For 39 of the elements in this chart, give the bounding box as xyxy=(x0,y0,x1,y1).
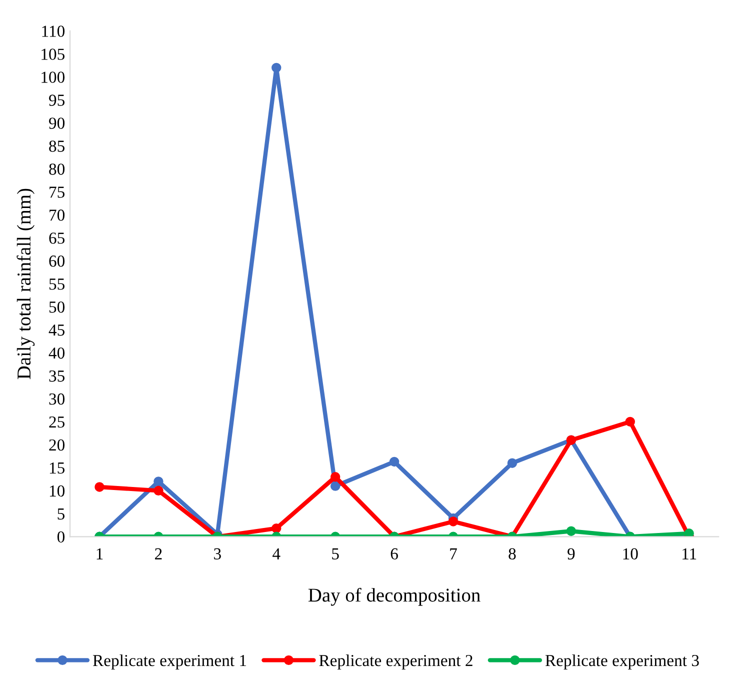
x-tick-label: 6 xyxy=(390,548,398,560)
y-tick-label: 80 xyxy=(49,164,65,175)
y-tick-label: 15 xyxy=(50,462,65,474)
y-tick-label: 35 xyxy=(49,370,65,382)
x-tick-label: 3 xyxy=(214,548,221,560)
y-tick-label: 0 xyxy=(57,531,65,543)
x-tick-label: 7 xyxy=(450,548,457,560)
legend-label: Replicate experiment 3 xyxy=(545,654,699,670)
y-tick-label: 5 xyxy=(58,508,65,520)
y-tick-label: 95 xyxy=(49,94,65,106)
y-tick-label: 70 xyxy=(50,210,65,221)
x-tick-label: 9 xyxy=(568,548,575,560)
x-axis-title: Day of decomposition xyxy=(308,588,480,606)
y-tick-label: 55 xyxy=(49,278,65,290)
y-tick-label: 40 xyxy=(48,347,65,359)
legend-label: Replicate experiment 2 xyxy=(319,654,472,670)
y-tick-label: 85 xyxy=(49,140,65,152)
x-tick-label: 2 xyxy=(155,548,162,560)
y-tick-label: 100 xyxy=(42,72,65,83)
y-tick-label: 75 xyxy=(50,186,65,198)
y-tick-label: 20 xyxy=(49,439,65,451)
x-tick-label: 8 xyxy=(508,548,516,560)
y-tick-label: 10 xyxy=(50,485,65,497)
x-tick-label: 1 xyxy=(96,548,103,560)
y-tick-label: 65 xyxy=(49,232,65,244)
y-tick-label: 60 xyxy=(49,256,65,267)
x-tick-label: 10 xyxy=(623,548,638,560)
y-tick-label: 50 xyxy=(49,301,65,313)
legend-label: Replicate experiment 1 xyxy=(92,654,246,670)
y-tick-label: 90 xyxy=(49,118,65,129)
x-tick-label: 11 xyxy=(682,548,696,560)
y-axis-title: Daily total rainfall (mm) xyxy=(16,188,35,380)
y-tick-label: 30 xyxy=(49,393,65,405)
y-tick-label: 110 xyxy=(42,26,65,37)
x-tick-label: 4 xyxy=(272,548,280,560)
y-tick-label: 105 xyxy=(42,48,65,60)
y-tick-label: 45 xyxy=(48,324,65,336)
y-tick-label: 25 xyxy=(49,416,65,428)
x-tick-label: 5 xyxy=(332,548,339,560)
